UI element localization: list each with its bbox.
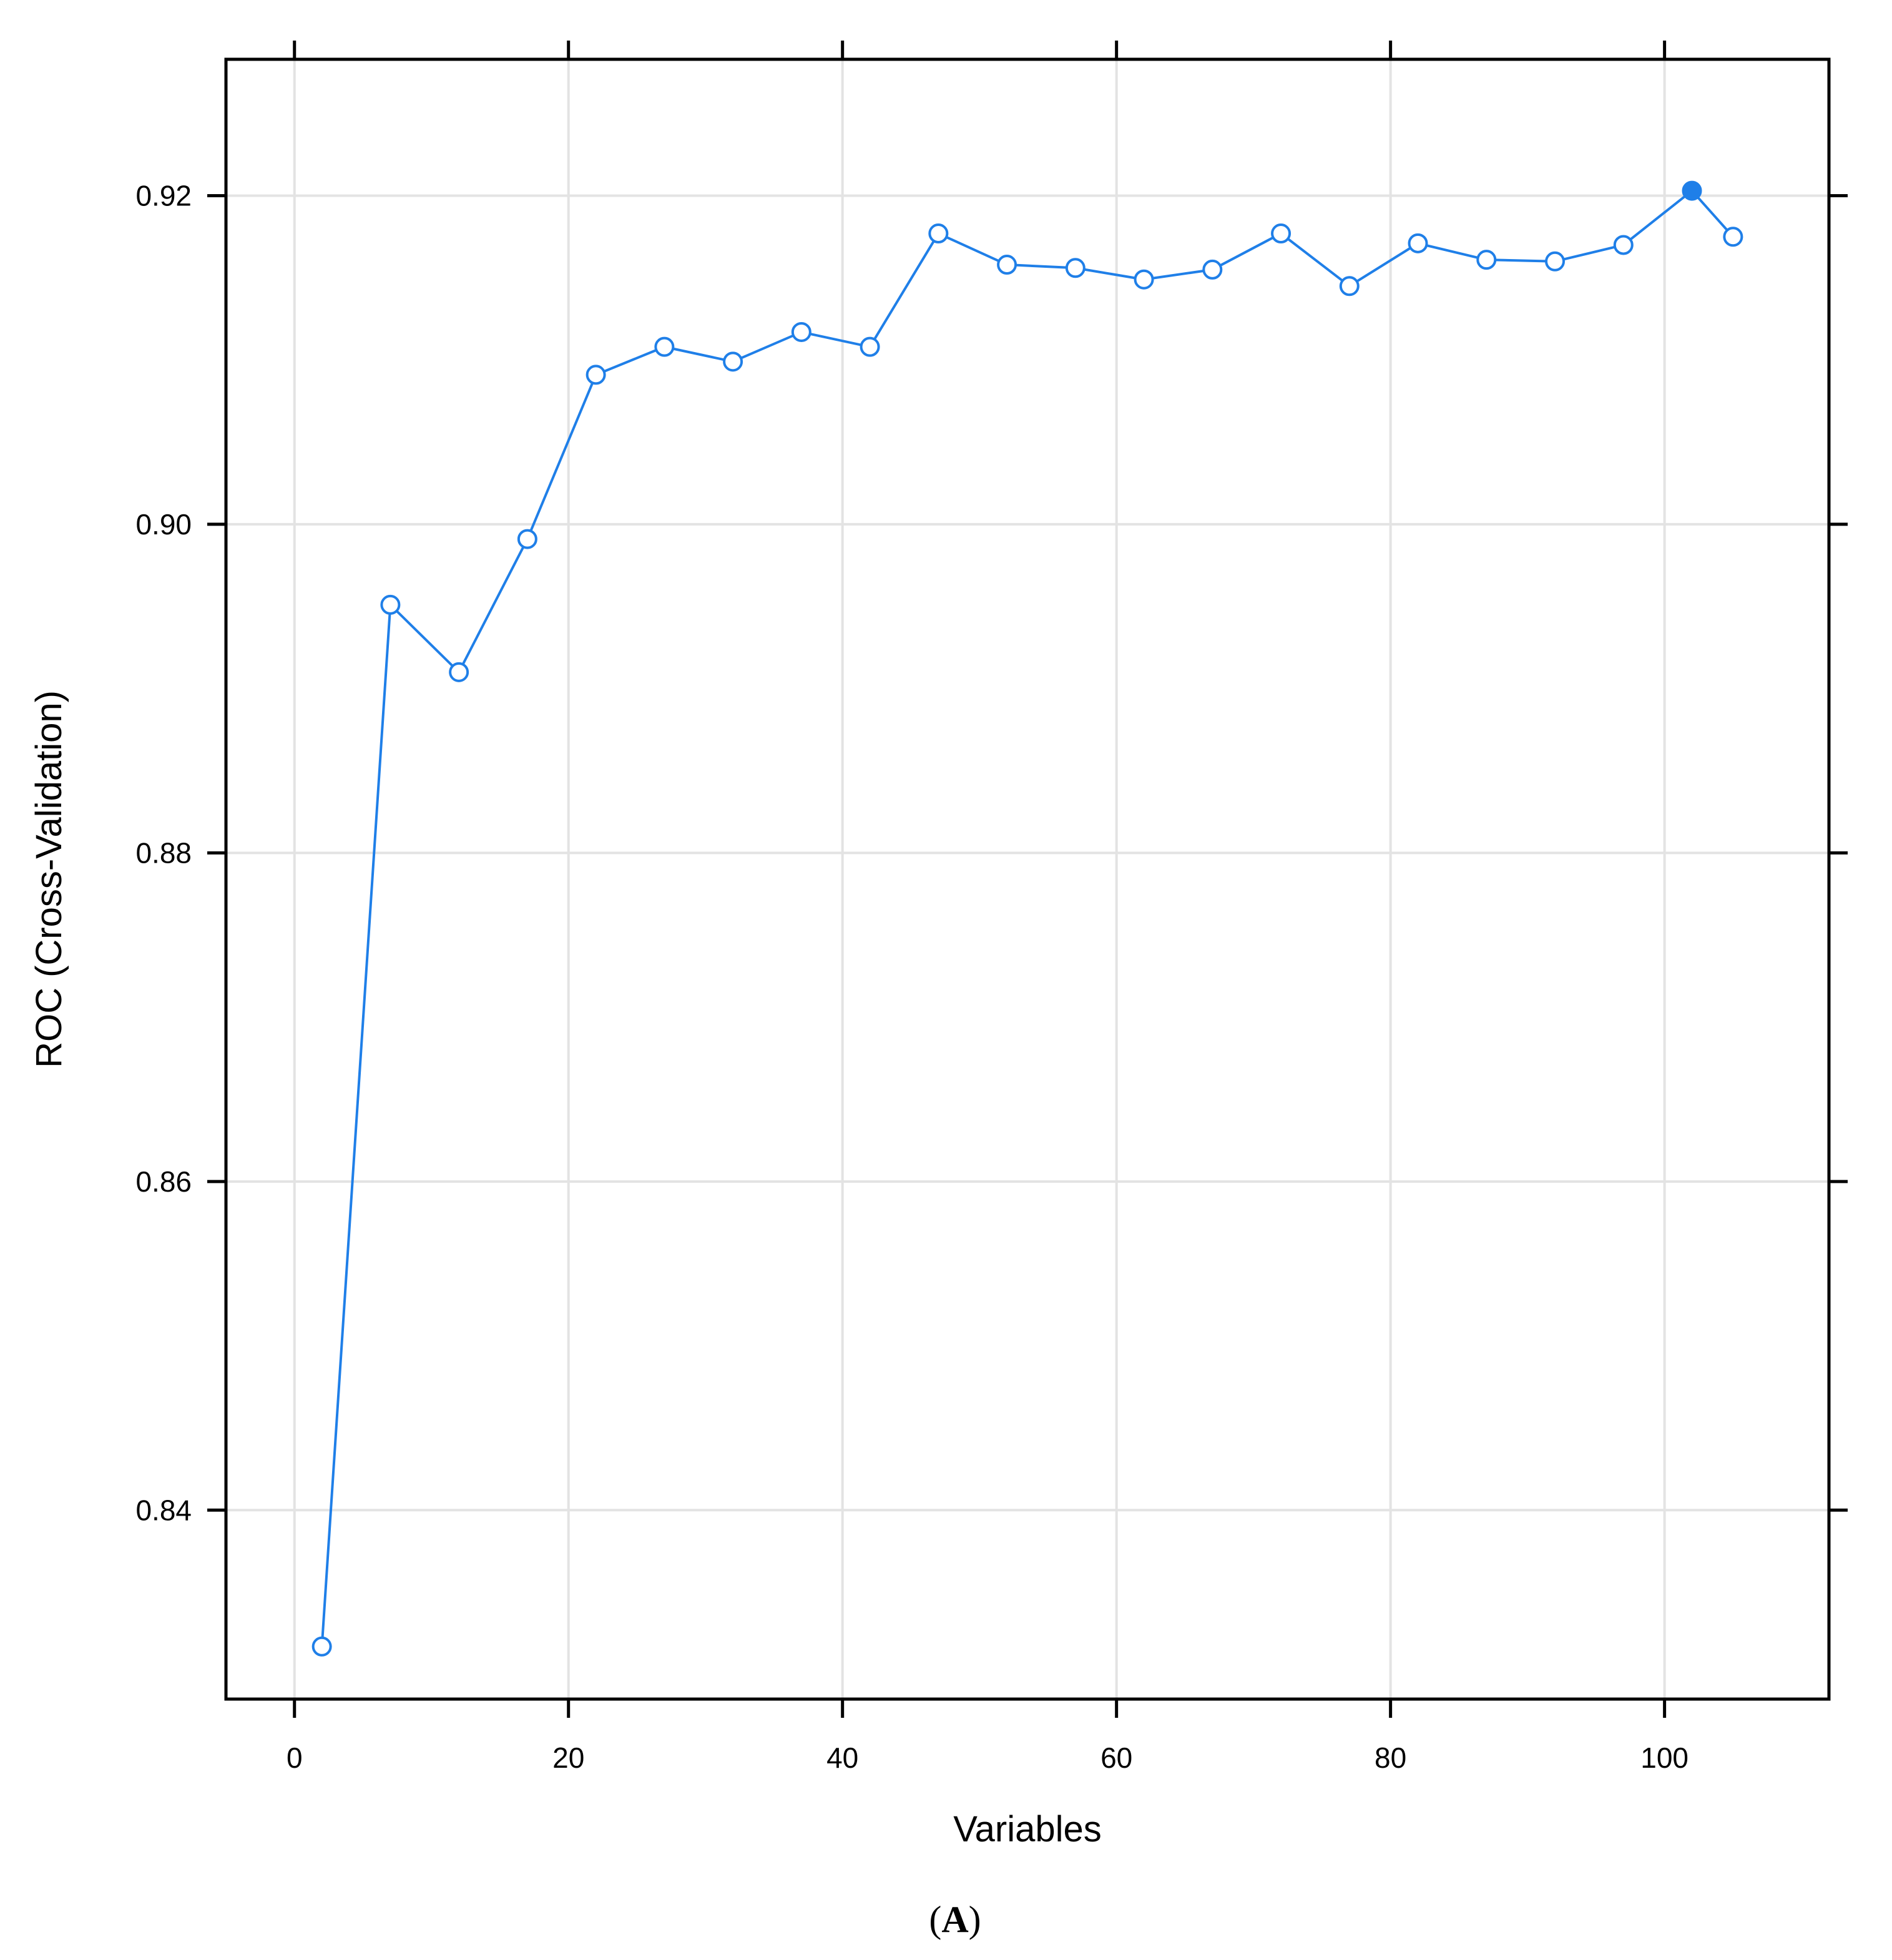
data-point: [1339, 276, 1360, 296]
data-point: [997, 255, 1017, 275]
data-point: [449, 662, 469, 682]
data-point-best: [1682, 180, 1702, 201]
data-point: [311, 1636, 332, 1657]
data-point: [1476, 250, 1497, 270]
caption-close-paren: ): [969, 1899, 981, 1940]
plot-frame: [224, 57, 1831, 1701]
data-point: [1613, 235, 1634, 255]
x-tick-label: 20: [552, 1742, 584, 1774]
data-point: [654, 336, 675, 357]
y-tick-label: 0.84: [135, 1494, 192, 1526]
tick-labels: 0 20 40 60 80 100 0.84 0.86 0.88 0.90 0.92: [135, 179, 1689, 1774]
axis-ticks: [207, 41, 1848, 1718]
figure-caption: (A): [929, 1899, 981, 1940]
y-tick-label: 0.90: [135, 508, 192, 541]
y-tick-label: 0.88: [135, 836, 192, 869]
data-point: [1271, 223, 1292, 244]
gridlines: [226, 59, 1829, 1699]
data-point: [860, 336, 880, 357]
data-point: [723, 351, 743, 372]
data-point: [1723, 227, 1743, 247]
caption-open-paren: (: [929, 1899, 941, 1940]
x-tick-label: 40: [826, 1742, 858, 1774]
series-line: [320, 189, 1734, 1647]
caption-label: A: [941, 1899, 968, 1940]
data-point: [1202, 259, 1223, 280]
data-point: [517, 529, 537, 549]
data-point: [1065, 258, 1086, 278]
data-point: [791, 321, 811, 342]
data-point: [1545, 251, 1566, 272]
data-point: [928, 223, 949, 244]
y-tick-label: 0.92: [135, 179, 192, 212]
data-point: [380, 594, 401, 615]
series-line-group: [311, 180, 1743, 1657]
x-tick-label: 0: [287, 1742, 303, 1774]
x-tick-label: 80: [1375, 1742, 1406, 1774]
y-tick-label: 0.86: [135, 1165, 192, 1198]
x-tick-label: 60: [1100, 1742, 1132, 1774]
y-axis-title: ROC (Cross-Validation): [29, 690, 69, 1068]
x-tick-label: 100: [1640, 1742, 1689, 1774]
data-point: [1408, 233, 1428, 253]
x-axis-title: Variables: [953, 1809, 1102, 1850]
data-point: [1134, 269, 1154, 290]
data-point: [586, 365, 606, 385]
